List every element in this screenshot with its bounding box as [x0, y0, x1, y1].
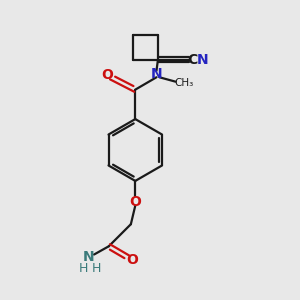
Text: N: N: [196, 52, 208, 67]
Text: CH₃: CH₃: [174, 78, 194, 88]
Text: O: O: [126, 253, 138, 267]
Text: O: O: [129, 194, 141, 208]
Text: N: N: [82, 250, 94, 265]
Text: C: C: [187, 52, 197, 67]
Text: H: H: [79, 262, 88, 275]
Text: N: N: [151, 67, 162, 81]
Text: O: O: [101, 68, 113, 82]
Text: H: H: [92, 262, 101, 275]
